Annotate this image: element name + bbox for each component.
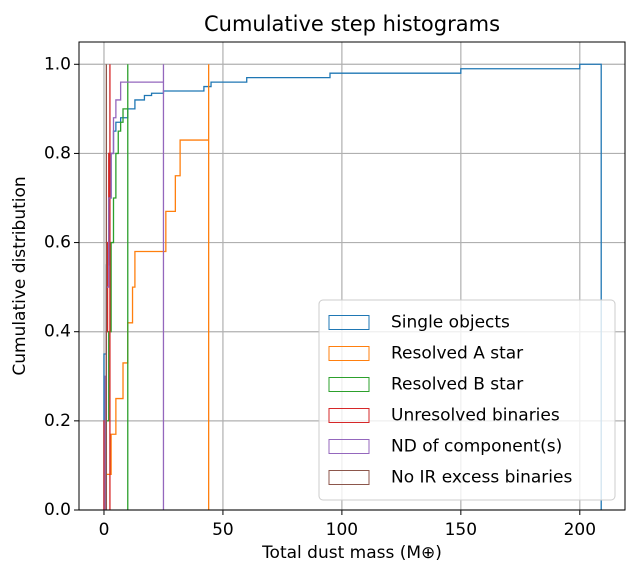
legend-label: No IR excess binaries: [391, 468, 572, 488]
chart-title: Cumulative step histograms: [204, 12, 500, 36]
y-tick-label: 0.8: [44, 143, 71, 163]
y-tick-label: 0.2: [44, 411, 71, 431]
plot-frame: [78, 41, 626, 511]
legend-label: Unresolved binaries: [391, 406, 560, 426]
x-tick-label: 50: [212, 520, 234, 540]
legend-swatch: [328, 439, 370, 454]
legend-swatch: [328, 315, 370, 330]
legend-box: [318, 299, 616, 501]
legend-swatch: [328, 346, 370, 361]
y-axis-label: Cumulative distribution: [10, 176, 30, 375]
y-tick-label: 1.0: [44, 54, 71, 74]
legend-label: ND of component(s): [391, 437, 562, 457]
x-tick-label: 100: [326, 520, 358, 540]
step-line: [105, 64, 210, 510]
y-tick-label: 0.0: [44, 500, 71, 520]
legend-label: Resolved B star: [391, 375, 523, 395]
y-tick-label: 0.6: [44, 233, 71, 253]
x-axis-label: Total dust mass (M⊕): [261, 543, 442, 563]
legend-swatch: [328, 470, 370, 485]
legend-label: Single objects: [391, 313, 510, 333]
legend-swatch: [328, 377, 370, 392]
x-tick-label: 200: [564, 520, 596, 540]
x-tick-label: 0: [99, 520, 110, 540]
y-tick-label: 0.4: [44, 322, 71, 342]
legend-label: Resolved A star: [391, 344, 523, 364]
step-line: [105, 64, 129, 510]
legend-swatch: [328, 408, 370, 423]
x-tick-label: 150: [445, 520, 477, 540]
